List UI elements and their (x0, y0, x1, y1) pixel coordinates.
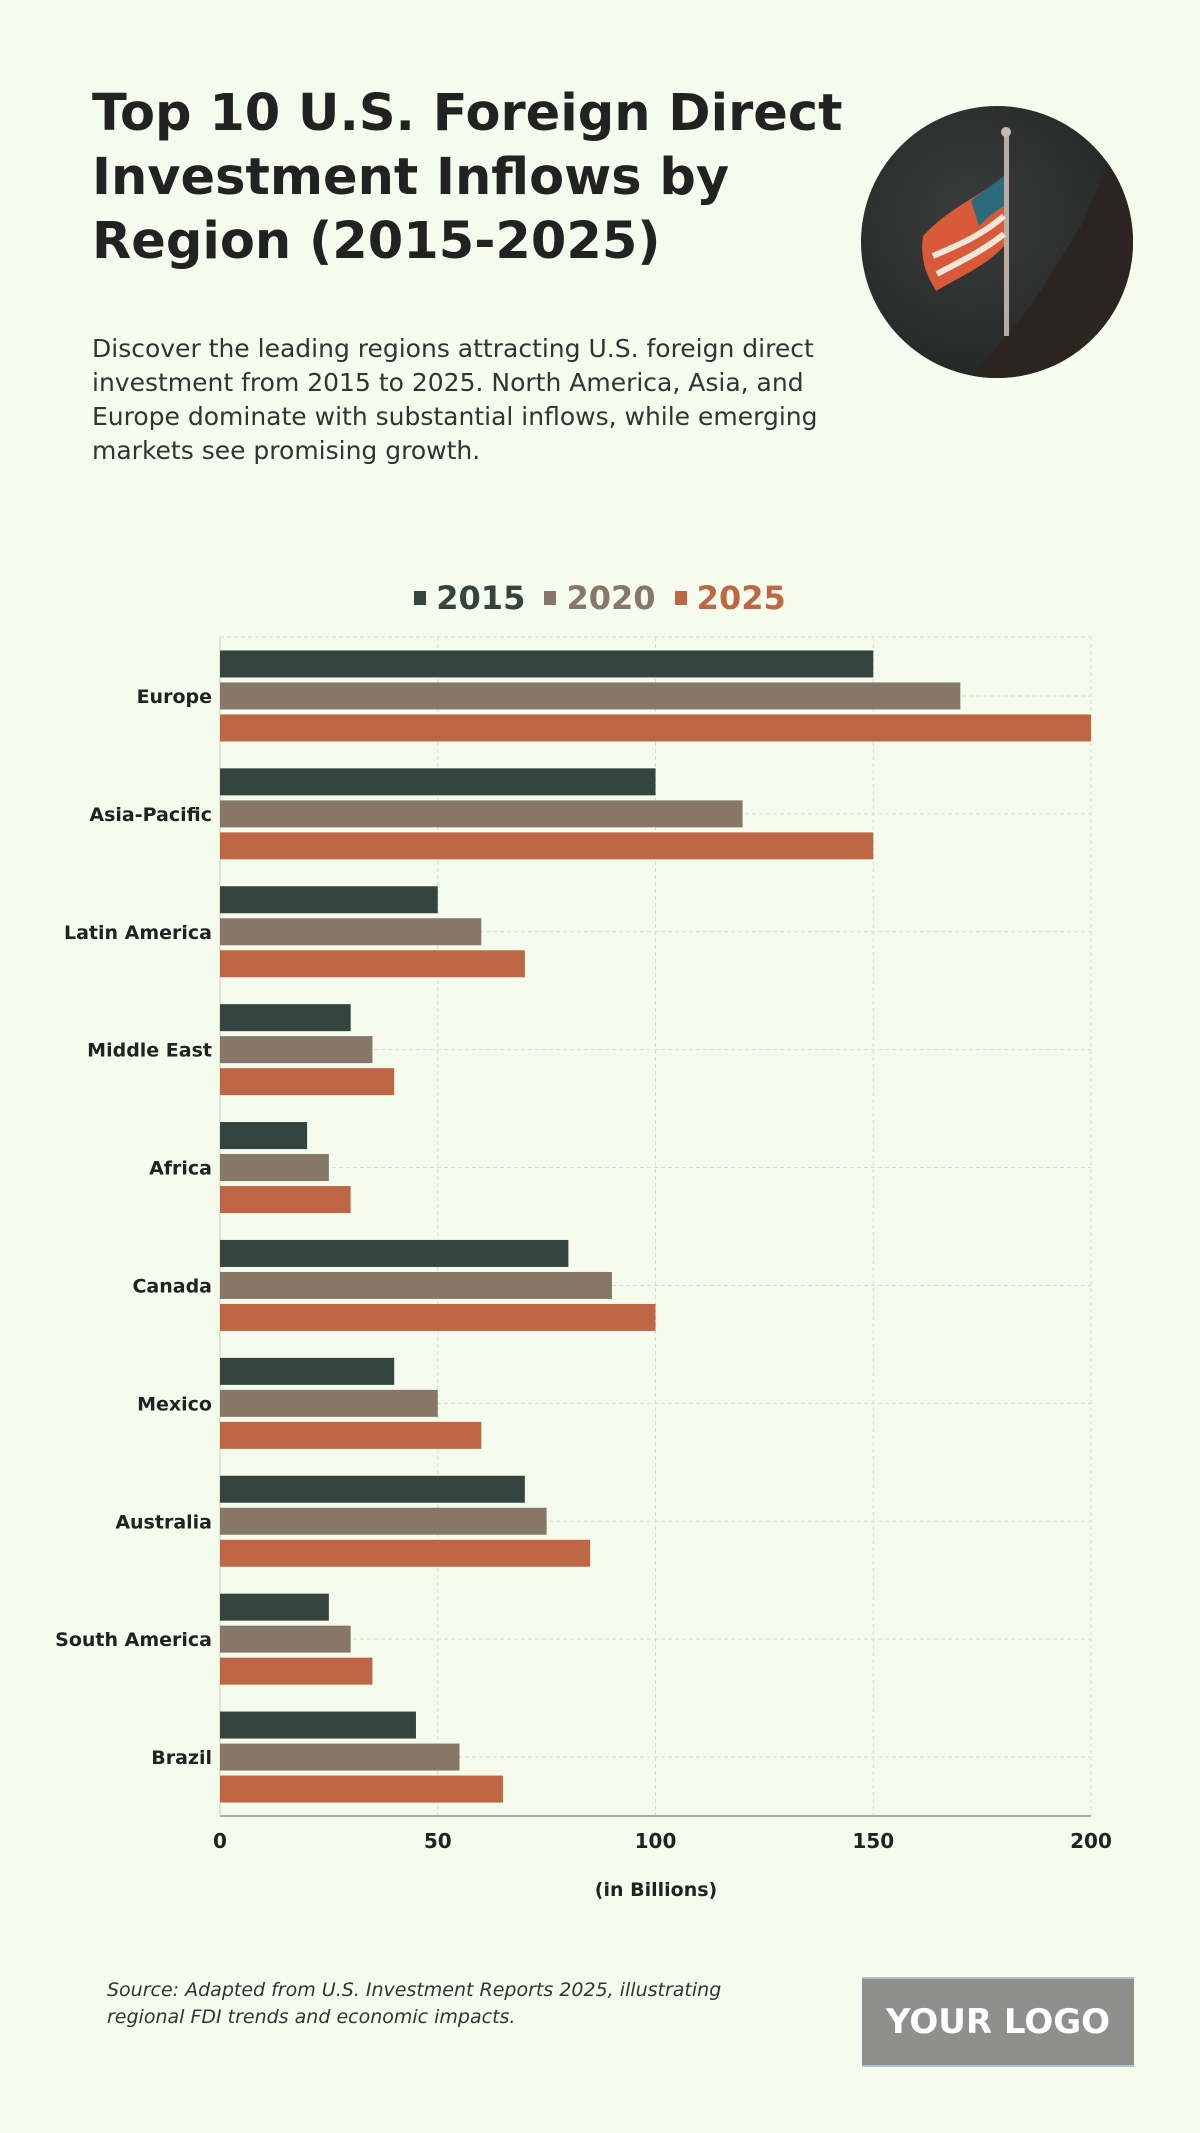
x-tick-labels: 0 50 100 150 200 (213, 1829, 1112, 1853)
bar-2025-africa (220, 1186, 351, 1214)
category-labels: Europe Asia-Pacific Latin America Middle Ea… (55, 686, 212, 1769)
source-note: Source: Adapted from U.S. Investment Rep… (107, 1979, 722, 2028)
category-label: South America (55, 1629, 212, 1651)
chart-legend: 2015 2020 2025 (0, 575, 1200, 617)
bar-2020-mexico (220, 1389, 438, 1417)
category-label: Asia-Pacific (89, 804, 212, 826)
bar-2020-africa (220, 1154, 329, 1182)
category-label: Middle East (87, 1040, 212, 1062)
category-label: Latin America (64, 922, 212, 944)
flag-icon (922, 106, 1133, 378)
bar-2025-canada (220, 1303, 656, 1331)
legend-item-2025: 2025 (674, 579, 786, 617)
bar-2015-south-america (220, 1593, 329, 1621)
bar-2020-brazil (220, 1743, 460, 1771)
x-tick-label: 0 (213, 1829, 227, 1853)
flag-photo (861, 106, 1133, 378)
x-tick-label: 200 (1070, 1829, 1112, 1853)
bar-2020-middle-east (220, 1036, 373, 1064)
legend-swatch (674, 591, 687, 605)
bar-2015-australia (220, 1475, 525, 1503)
x-tick-label: 100 (635, 1829, 677, 1853)
x-tick-label: 150 (852, 1829, 894, 1853)
category-label: Mexico (137, 1393, 212, 1415)
bars (220, 650, 1091, 1803)
bar-2020-latin-america (220, 918, 482, 946)
legend-item-2015: 2015 (414, 579, 525, 617)
bar-2015-mexico (220, 1357, 395, 1385)
bar-2015-europe (220, 650, 874, 678)
legend-label: 2015 (436, 579, 526, 617)
bar-2025-south-america (220, 1657, 373, 1685)
category-label: Africa (149, 1158, 212, 1180)
x-axis-label: (in Billions) (595, 1879, 717, 1901)
page-subtitle: Discover the leading regions attracting … (92, 334, 818, 465)
category-label: Australia (115, 1511, 212, 1533)
bar-2025-brazil (220, 1775, 504, 1803)
legend-label: 2025 (696, 579, 786, 617)
bar-2015-middle-east (220, 1004, 351, 1032)
legend-label: 2020 (566, 579, 656, 617)
bar-2015-canada (220, 1239, 569, 1267)
legend-item-2020: 2020 (544, 579, 656, 617)
bar-2020-canada (220, 1271, 612, 1299)
bar-2015-africa (220, 1122, 308, 1150)
bar-2015-asia-pacific (220, 768, 656, 796)
category-label: Brazil (151, 1747, 212, 1769)
x-tick-label: 50 (424, 1829, 452, 1853)
bar-2025-mexico (220, 1421, 482, 1449)
bar-2020-europe (220, 682, 961, 710)
bar-chart: Europe Asia-Pacific Latin America Middle Ea… (55, 636, 1112, 1901)
logo-placeholder: YOUR LOGO (862, 1977, 1134, 2067)
bar-2025-middle-east (220, 1068, 395, 1096)
bar-2015-latin-america (220, 886, 438, 914)
legend-swatch (414, 591, 427, 605)
legend-swatch (544, 591, 557, 605)
bar-2020-asia-pacific (220, 800, 743, 828)
bar-2025-asia-pacific (220, 832, 874, 860)
bar-2025-europe (220, 714, 1091, 742)
category-label: Europe (137, 686, 212, 708)
bar-2025-latin-america (220, 950, 525, 978)
category-label: Canada (132, 1275, 212, 1297)
bar-2020-south-america (220, 1625, 351, 1653)
bar-2020-australia (220, 1507, 547, 1535)
bar-2015-brazil (220, 1711, 416, 1739)
bar-2025-australia (220, 1539, 591, 1567)
page-title: Top 10 U.S. Foreign Direct Investment In… (92, 84, 843, 271)
